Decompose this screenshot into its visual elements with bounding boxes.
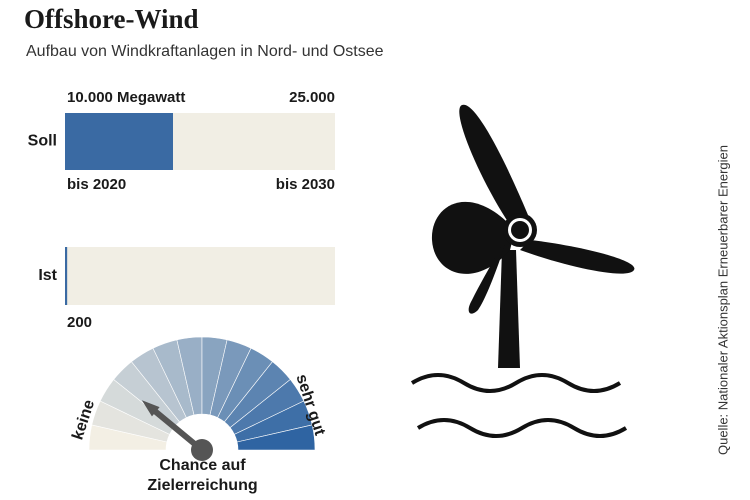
bar-track — [65, 247, 335, 305]
period-label: bis 2020 — [67, 176, 126, 193]
turbine-icon — [410, 104, 635, 438]
gauge-needle — [141, 400, 204, 453]
period-label: bis 2030 — [276, 176, 335, 193]
bar — [65, 247, 68, 305]
title: Offshore-Wind — [24, 4, 199, 34]
x-tick-label: 25.000 — [289, 89, 335, 106]
value-label: 10.000 Megawatt — [67, 89, 185, 106]
subtitle: Aufbau von Windkraftanlagen in Nord- und… — [26, 43, 384, 60]
gauge-segment — [236, 424, 316, 451]
source: Quelle: Nationaler Aktionsplan Erneuerba… — [715, 145, 730, 455]
gauge-title: Chance auf Zielerreichung — [147, 457, 258, 494]
category-label: Soll — [28, 133, 57, 150]
gauge-hub — [191, 439, 213, 461]
value-label: 200 — [67, 314, 92, 331]
bar — [65, 113, 173, 170]
category-label: Ist — [38, 267, 57, 284]
